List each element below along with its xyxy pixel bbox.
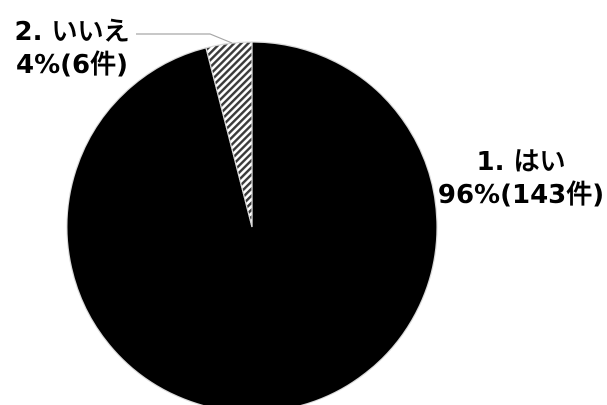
leader-lines [136,33,233,44]
pie-slice-no [205,41,253,228]
slice-label-no-category: 2. いいえ [14,17,129,47]
slice-label-yes-value: 96%(143件) [438,180,604,210]
slice-label-yes-category: 1. はい [476,147,565,177]
pie-slices [66,41,438,405]
slice-label-no-value: 4%(6件) [16,50,128,80]
leader-line-no [136,33,233,44]
